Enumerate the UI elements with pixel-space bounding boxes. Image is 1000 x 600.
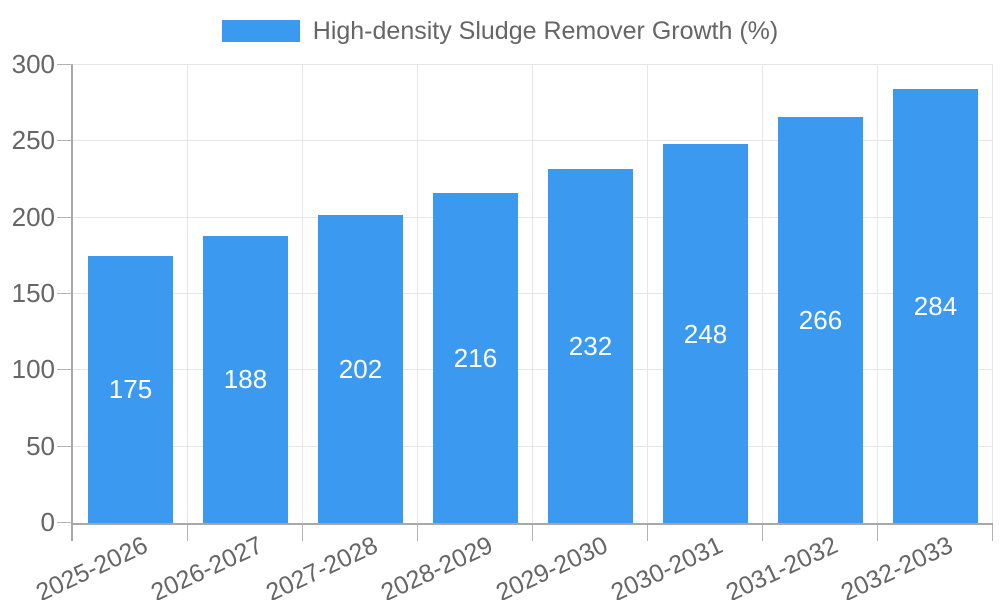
gridline-horizontal [73,446,993,447]
x-axis-tick [417,523,418,541]
y-axis-tick [57,522,73,523]
y-tick-label: 250 [11,125,55,155]
bar-value-label: 188 [223,364,268,394]
y-axis-tick [57,369,73,370]
bar[interactable] [548,169,633,523]
y-axis-tick [57,64,73,65]
x-axis-tick [762,523,763,541]
x-axis-tick [877,523,878,541]
y-tick-label: 0 [40,507,55,537]
legend[interactable]: High-density Sludge Remover Growth (%) [0,12,1000,50]
x-tick-label: 2030-2031 [607,531,728,600]
x-tick-label: 2026-2027 [147,531,268,600]
bar[interactable] [318,215,403,523]
bar-value-label: 232 [568,331,613,361]
y-tick-label: 150 [11,278,55,308]
bar[interactable] [778,117,863,523]
y-axis-tick [57,140,73,141]
gridline-vertical [302,65,303,523]
x-axis-tick [647,523,648,541]
bar[interactable] [893,89,978,523]
y-tick-label: 200 [11,202,55,232]
gridline-vertical [992,65,993,523]
y-axis-tick [57,217,73,218]
x-tick-label: 2028-2029 [377,531,498,600]
gridline-vertical [647,65,648,523]
x-tick-label: 2031-2032 [722,531,843,600]
x-tick-label: 2025-2026 [32,531,153,600]
bar-value-label: 248 [683,319,728,349]
gridline-vertical [187,65,188,523]
y-axis-tick [57,446,73,447]
bar[interactable] [88,256,173,523]
bar-value-label: 175 [108,374,153,404]
bar-value-label: 266 [798,305,843,335]
x-axis-line [71,523,993,525]
y-axis-line [71,65,73,541]
gridline-horizontal [73,140,993,141]
bar-value-label: 284 [913,291,958,321]
x-axis-tick [302,523,303,541]
bar-value-label: 216 [453,343,498,373]
y-tick-label: 100 [11,354,55,384]
bar[interactable] [663,144,748,523]
gridline-vertical [762,65,763,523]
gridline-vertical [532,65,533,523]
gridline-horizontal [73,217,993,218]
bar-value-label: 202 [338,354,383,384]
legend-swatch [221,20,300,42]
gridline-horizontal [73,293,993,294]
y-tick-label: 300 [11,49,55,79]
gridline-vertical [417,65,418,523]
x-tick-label: 2029-2030 [492,531,613,600]
x-tick-label: 2027-2028 [262,531,383,600]
legend-label: High-density Sludge Remover Growth (%) [312,16,779,45]
bar[interactable] [203,236,288,523]
x-axis-tick [992,523,993,541]
gridline-horizontal [73,64,993,65]
gridline-vertical [877,65,878,523]
gridline-horizontal [73,369,993,370]
x-axis-tick [532,523,533,541]
bar[interactable] [433,193,518,523]
x-axis-tick [187,523,188,541]
y-tick-label: 50 [26,431,55,461]
y-axis-tick [57,293,73,294]
x-tick-label: 2032-2033 [837,531,958,600]
